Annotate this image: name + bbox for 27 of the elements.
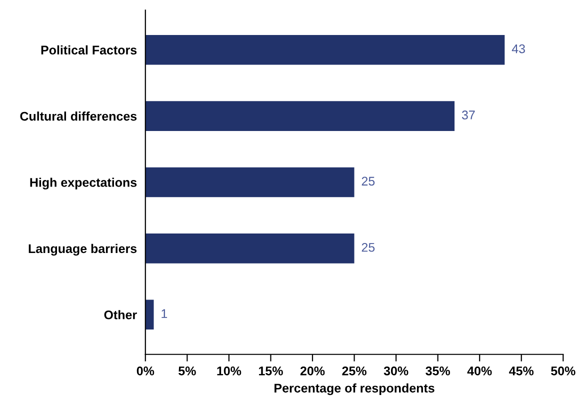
x-tick-label: 50% — [551, 366, 576, 376]
x-tick-label: 30% — [384, 366, 408, 376]
x-tick-label: 45% — [509, 366, 534, 376]
bar — [145, 300, 154, 330]
data-label: 37 — [462, 110, 475, 120]
bar — [145, 34, 505, 65]
x-tick-label: 20% — [300, 366, 325, 376]
y-tick-label: High expectations — [30, 178, 137, 190]
x-tick-label: 10% — [217, 366, 242, 376]
data-label: 25 — [362, 176, 375, 186]
y-tick-label: Cultural differences — [20, 112, 137, 121]
x-tick-label: 40% — [467, 366, 492, 376]
x-axis-title: Percentage of respondents — [274, 383, 434, 396]
bar — [145, 234, 354, 264]
y-tick-label: Other — [104, 310, 137, 320]
x-tick-label: 25% — [342, 366, 366, 376]
x-tick-label: 15% — [259, 366, 283, 376]
x-tick-label: 5% — [178, 366, 196, 376]
y-tick-label: Political Factors — [41, 45, 137, 54]
data-label: 1 — [162, 309, 168, 318]
y-tick-label: Language barriers — [28, 244, 137, 256]
bar — [145, 101, 455, 131]
bar — [145, 167, 354, 198]
x-tick-label: 0% — [136, 366, 154, 376]
data-label: 25 — [362, 242, 375, 252]
x-tick-label: 35% — [426, 366, 450, 376]
data-label: 43 — [512, 44, 525, 54]
